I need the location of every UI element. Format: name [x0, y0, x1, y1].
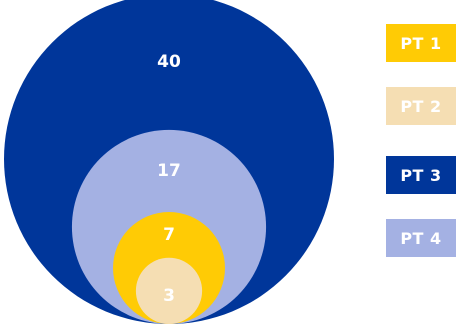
circle-pt2	[135, 257, 203, 324]
legend-label-pt2: PT 2	[400, 96, 442, 116]
legend-item-pt3: PT 3	[386, 156, 456, 194]
legend-item-pt2: PT 2	[386, 87, 456, 125]
legend-label-pt1: PT 1	[400, 33, 442, 53]
value-label-pt1: 7	[163, 225, 175, 245]
legend-item-pt1: PT 1	[386, 24, 456, 62]
value-label-pt3: 40	[157, 52, 181, 72]
legend-label-pt4: PT 4	[400, 228, 442, 248]
legend-label-pt3: PT 3	[400, 165, 442, 185]
value-label-pt4: 17	[157, 161, 181, 181]
value-label-pt2: 3	[163, 286, 175, 306]
legend-item-pt4: PT 4	[386, 219, 456, 257]
